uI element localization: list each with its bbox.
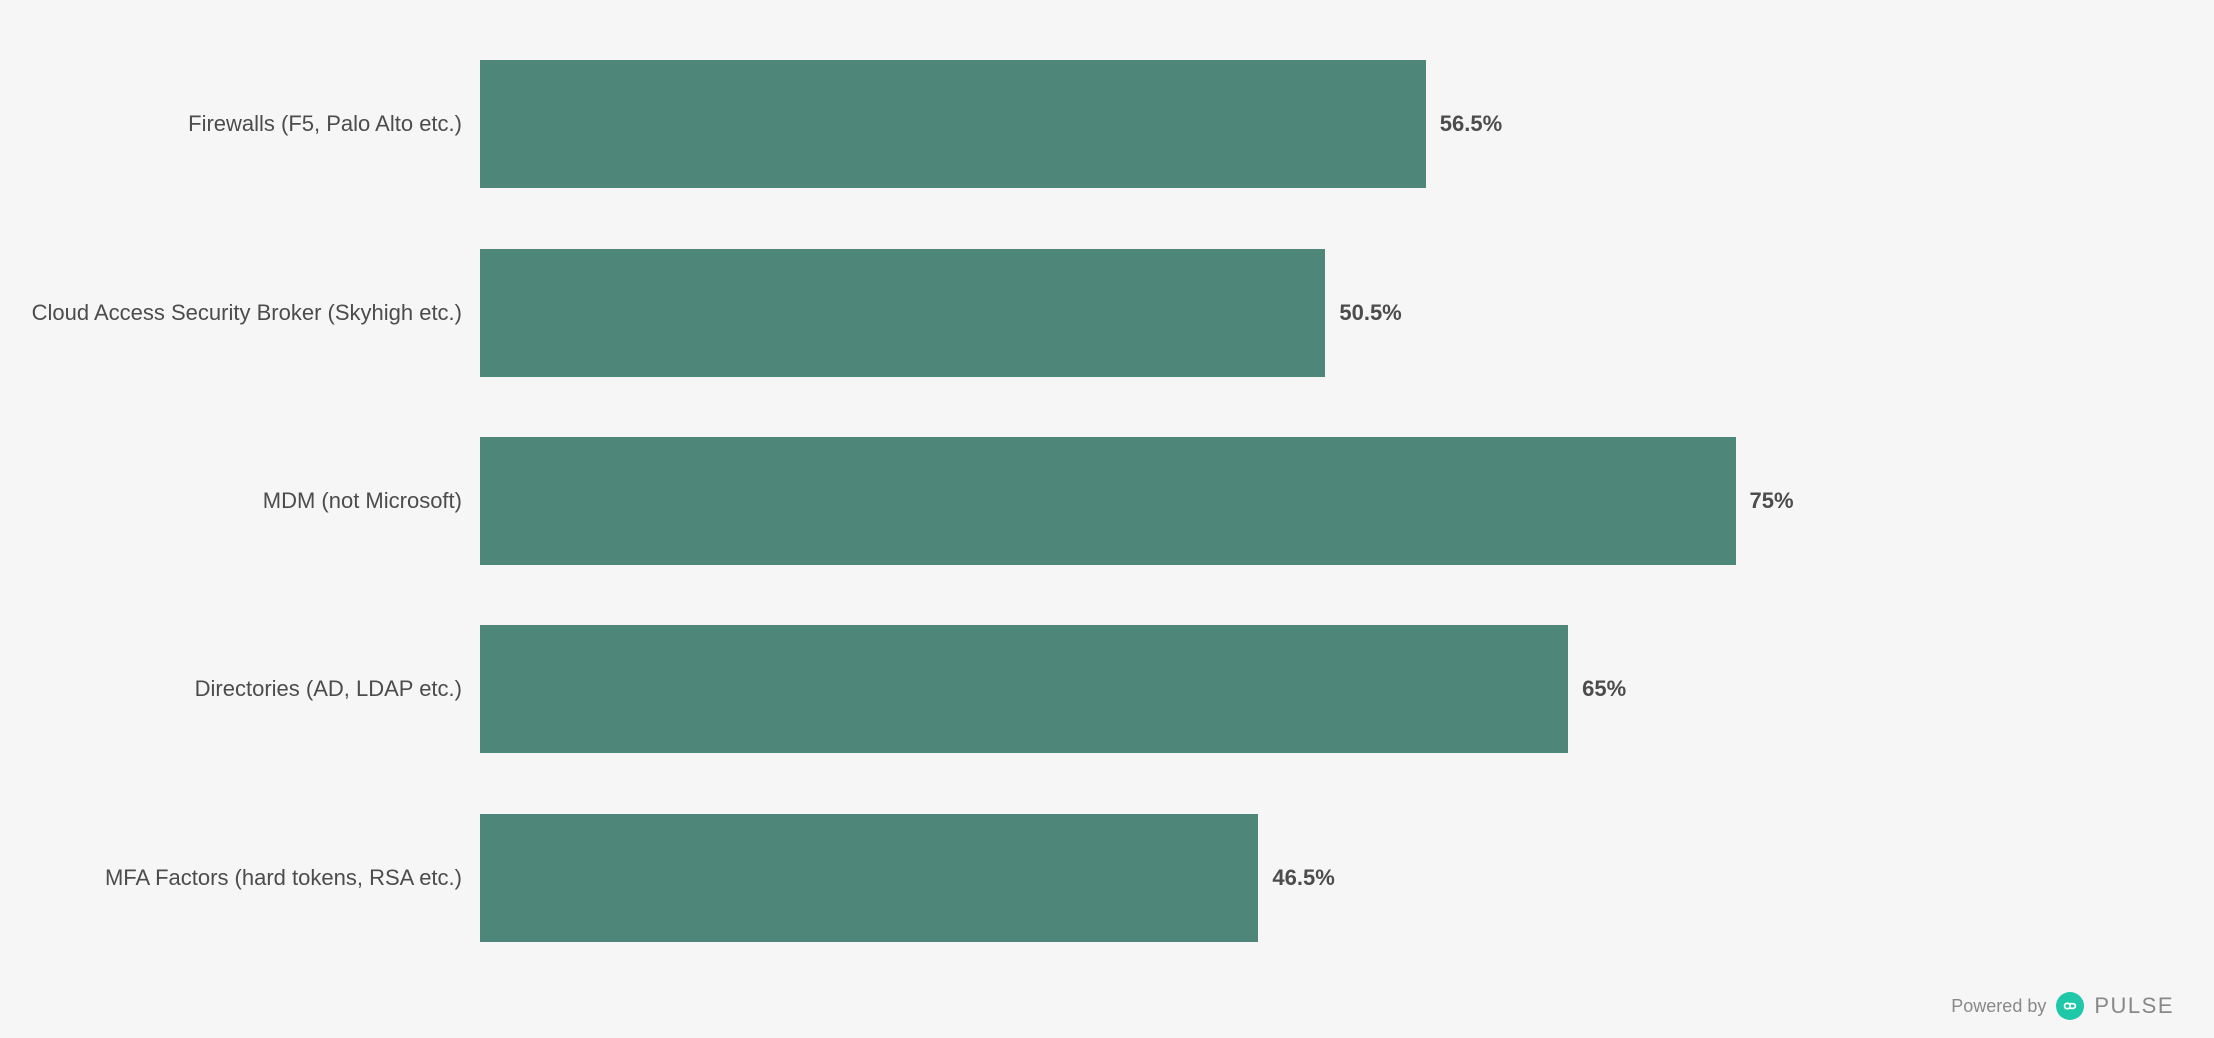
value-label: 50.5% xyxy=(1325,300,1401,326)
category-label: Firewalls (F5, Palo Alto etc.) xyxy=(20,111,480,137)
category-label: Cloud Access Security Broker (Skyhigh et… xyxy=(20,300,480,326)
value-label: 65% xyxy=(1568,676,1626,702)
chart-row: Directories (AD, LDAP etc.) 65% xyxy=(20,595,2154,783)
bar-chart: Firewalls (F5, Palo Alto etc.) 56.5% Clo… xyxy=(0,0,2214,982)
value-label: 56.5% xyxy=(1426,111,1502,137)
category-label: MDM (not Microsoft) xyxy=(20,488,480,514)
chart-row: Firewalls (F5, Palo Alto etc.) 56.5% xyxy=(20,30,2154,218)
bar-track: 75% xyxy=(480,407,2154,595)
chart-row: MDM (not Microsoft) 75% xyxy=(20,407,2154,595)
category-label: Directories (AD, LDAP etc.) xyxy=(20,676,480,702)
bar xyxy=(480,60,1426,188)
chart-row: MFA Factors (hard tokens, RSA etc.) 46.5… xyxy=(20,784,2154,972)
value-label: 75% xyxy=(1736,488,1794,514)
bar xyxy=(480,249,1325,377)
category-label: MFA Factors (hard tokens, RSA etc.) xyxy=(20,865,480,891)
bar-track: 65% xyxy=(480,595,2154,783)
bar xyxy=(480,625,1568,753)
bar xyxy=(480,814,1258,942)
bar-track: 56.5% xyxy=(480,30,2154,218)
pulse-logo-icon xyxy=(2056,992,2084,1020)
brand-name: PULSE xyxy=(2094,993,2174,1019)
chart-row: Cloud Access Security Broker (Skyhigh et… xyxy=(20,218,2154,406)
bar-track: 46.5% xyxy=(480,784,2154,972)
bar xyxy=(480,437,1736,565)
footer: Powered by PULSE xyxy=(0,982,2214,1038)
value-label: 46.5% xyxy=(1258,865,1334,891)
bar-track: 50.5% xyxy=(480,218,2154,406)
powered-by-text: Powered by xyxy=(1951,996,2046,1017)
